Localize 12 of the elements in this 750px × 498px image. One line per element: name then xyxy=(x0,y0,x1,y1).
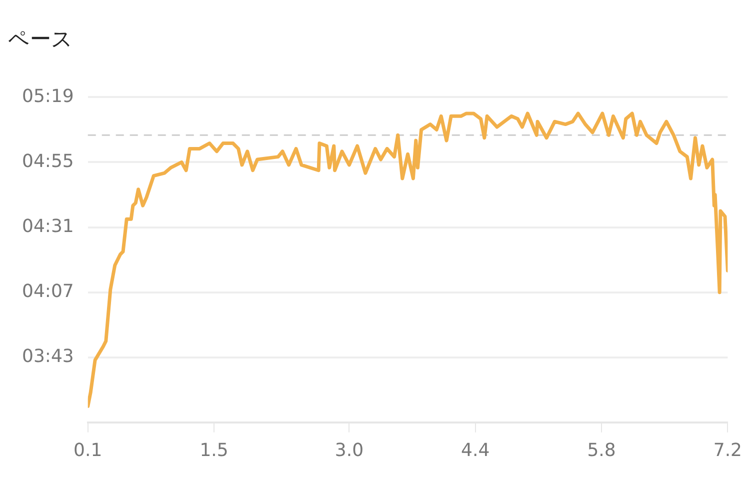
y-tick-label: 04:07 xyxy=(22,280,74,302)
y-tick-label: 04:55 xyxy=(22,150,74,172)
y-tick-label: 05:19 xyxy=(22,86,74,107)
x-tick-label: 5.8 xyxy=(587,440,616,461)
x-tick-label: 0.1 xyxy=(74,440,102,461)
x-tick-label: 4.4 xyxy=(461,440,490,461)
x-tick-label: 1.5 xyxy=(200,440,228,461)
x-tick-label: 3.0 xyxy=(334,440,364,461)
chart-title: ペース xyxy=(8,27,73,52)
y-tick-label: 04:31 xyxy=(22,216,74,237)
x-tick-label: 7.2 xyxy=(713,440,742,461)
y-tick-label: 03:43 xyxy=(22,346,74,368)
